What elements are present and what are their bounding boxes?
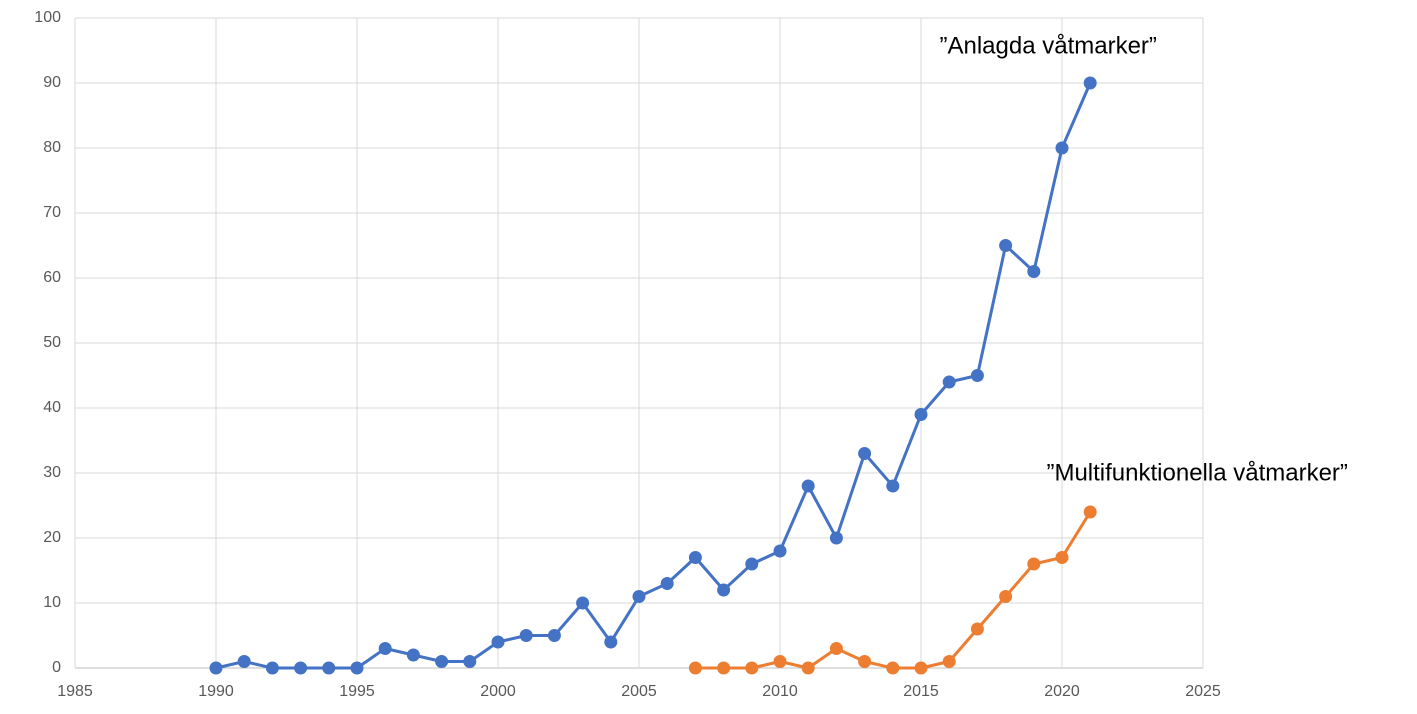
data-point	[942, 375, 956, 389]
data-point	[858, 655, 872, 668]
data-point	[378, 642, 392, 655]
x-tick-label: 2020	[1044, 683, 1080, 700]
series-line	[215, 82, 1092, 670]
data-point	[745, 557, 759, 571]
y-tick-label: 0	[52, 659, 61, 676]
x-tick-label: 2005	[621, 683, 657, 700]
data-point	[717, 661, 731, 675]
y-tick-label: 20	[43, 529, 61, 546]
data-point	[801, 479, 815, 493]
x-tick-label: 1990	[198, 683, 234, 700]
data-point	[1083, 505, 1097, 519]
x-tick-label: 2010	[762, 683, 798, 700]
data-point	[801, 661, 815, 675]
data-point	[829, 531, 843, 545]
data-point	[435, 655, 449, 668]
data-point	[688, 661, 702, 675]
data-point	[209, 661, 223, 675]
y-tick-label: 60	[43, 269, 61, 286]
data-point	[745, 661, 759, 675]
series-label: ”Anlagda våtmarker”	[939, 32, 1156, 59]
x-tick-label: 2015	[903, 683, 939, 700]
data-point	[942, 655, 956, 668]
data-point	[999, 590, 1013, 603]
series-label: ”Multifunktionella våtmarker”	[1046, 459, 1347, 486]
series-line	[695, 511, 1092, 670]
data-point	[773, 655, 787, 668]
y-tick-label: 10	[43, 594, 61, 611]
data-point	[914, 408, 928, 421]
data-point	[322, 661, 336, 675]
y-tick-label: 90	[43, 74, 61, 91]
data-point	[604, 635, 618, 649]
data-point	[1055, 551, 1069, 564]
y-tick-label: 40	[43, 399, 61, 416]
data-point	[858, 447, 872, 460]
data-point	[406, 648, 420, 662]
data-point	[914, 661, 928, 675]
y-tick-label: 30	[43, 464, 61, 481]
data-point	[660, 577, 674, 590]
data-point	[886, 661, 900, 675]
data-point	[463, 655, 477, 668]
y-tick-label: 100	[34, 9, 61, 26]
data-point	[1027, 265, 1041, 278]
data-point	[970, 369, 984, 382]
data-point	[294, 661, 308, 675]
data-point	[773, 544, 787, 558]
data-point	[717, 583, 731, 597]
data-point	[999, 239, 1013, 252]
data-point	[829, 642, 843, 655]
data-point	[1083, 76, 1097, 90]
data-point	[886, 479, 900, 493]
data-point	[237, 655, 251, 668]
x-tick-label: 2000	[480, 683, 516, 700]
data-point	[491, 635, 505, 649]
data-point	[350, 661, 364, 675]
data-point	[547, 629, 561, 642]
data-point	[265, 661, 279, 675]
y-tick-label: 80	[43, 139, 61, 156]
data-point	[970, 622, 984, 636]
x-tick-label: 1985	[57, 683, 93, 700]
x-tick-label: 1995	[339, 683, 375, 700]
data-point	[1027, 557, 1041, 571]
y-tick-label: 70	[43, 204, 61, 221]
x-tick-label: 2025	[1185, 683, 1221, 700]
y-tick-label: 50	[43, 334, 61, 351]
data-point	[576, 596, 590, 610]
data-point	[632, 590, 646, 603]
data-point	[519, 629, 533, 642]
data-point	[1055, 141, 1069, 155]
data-point	[688, 551, 702, 564]
